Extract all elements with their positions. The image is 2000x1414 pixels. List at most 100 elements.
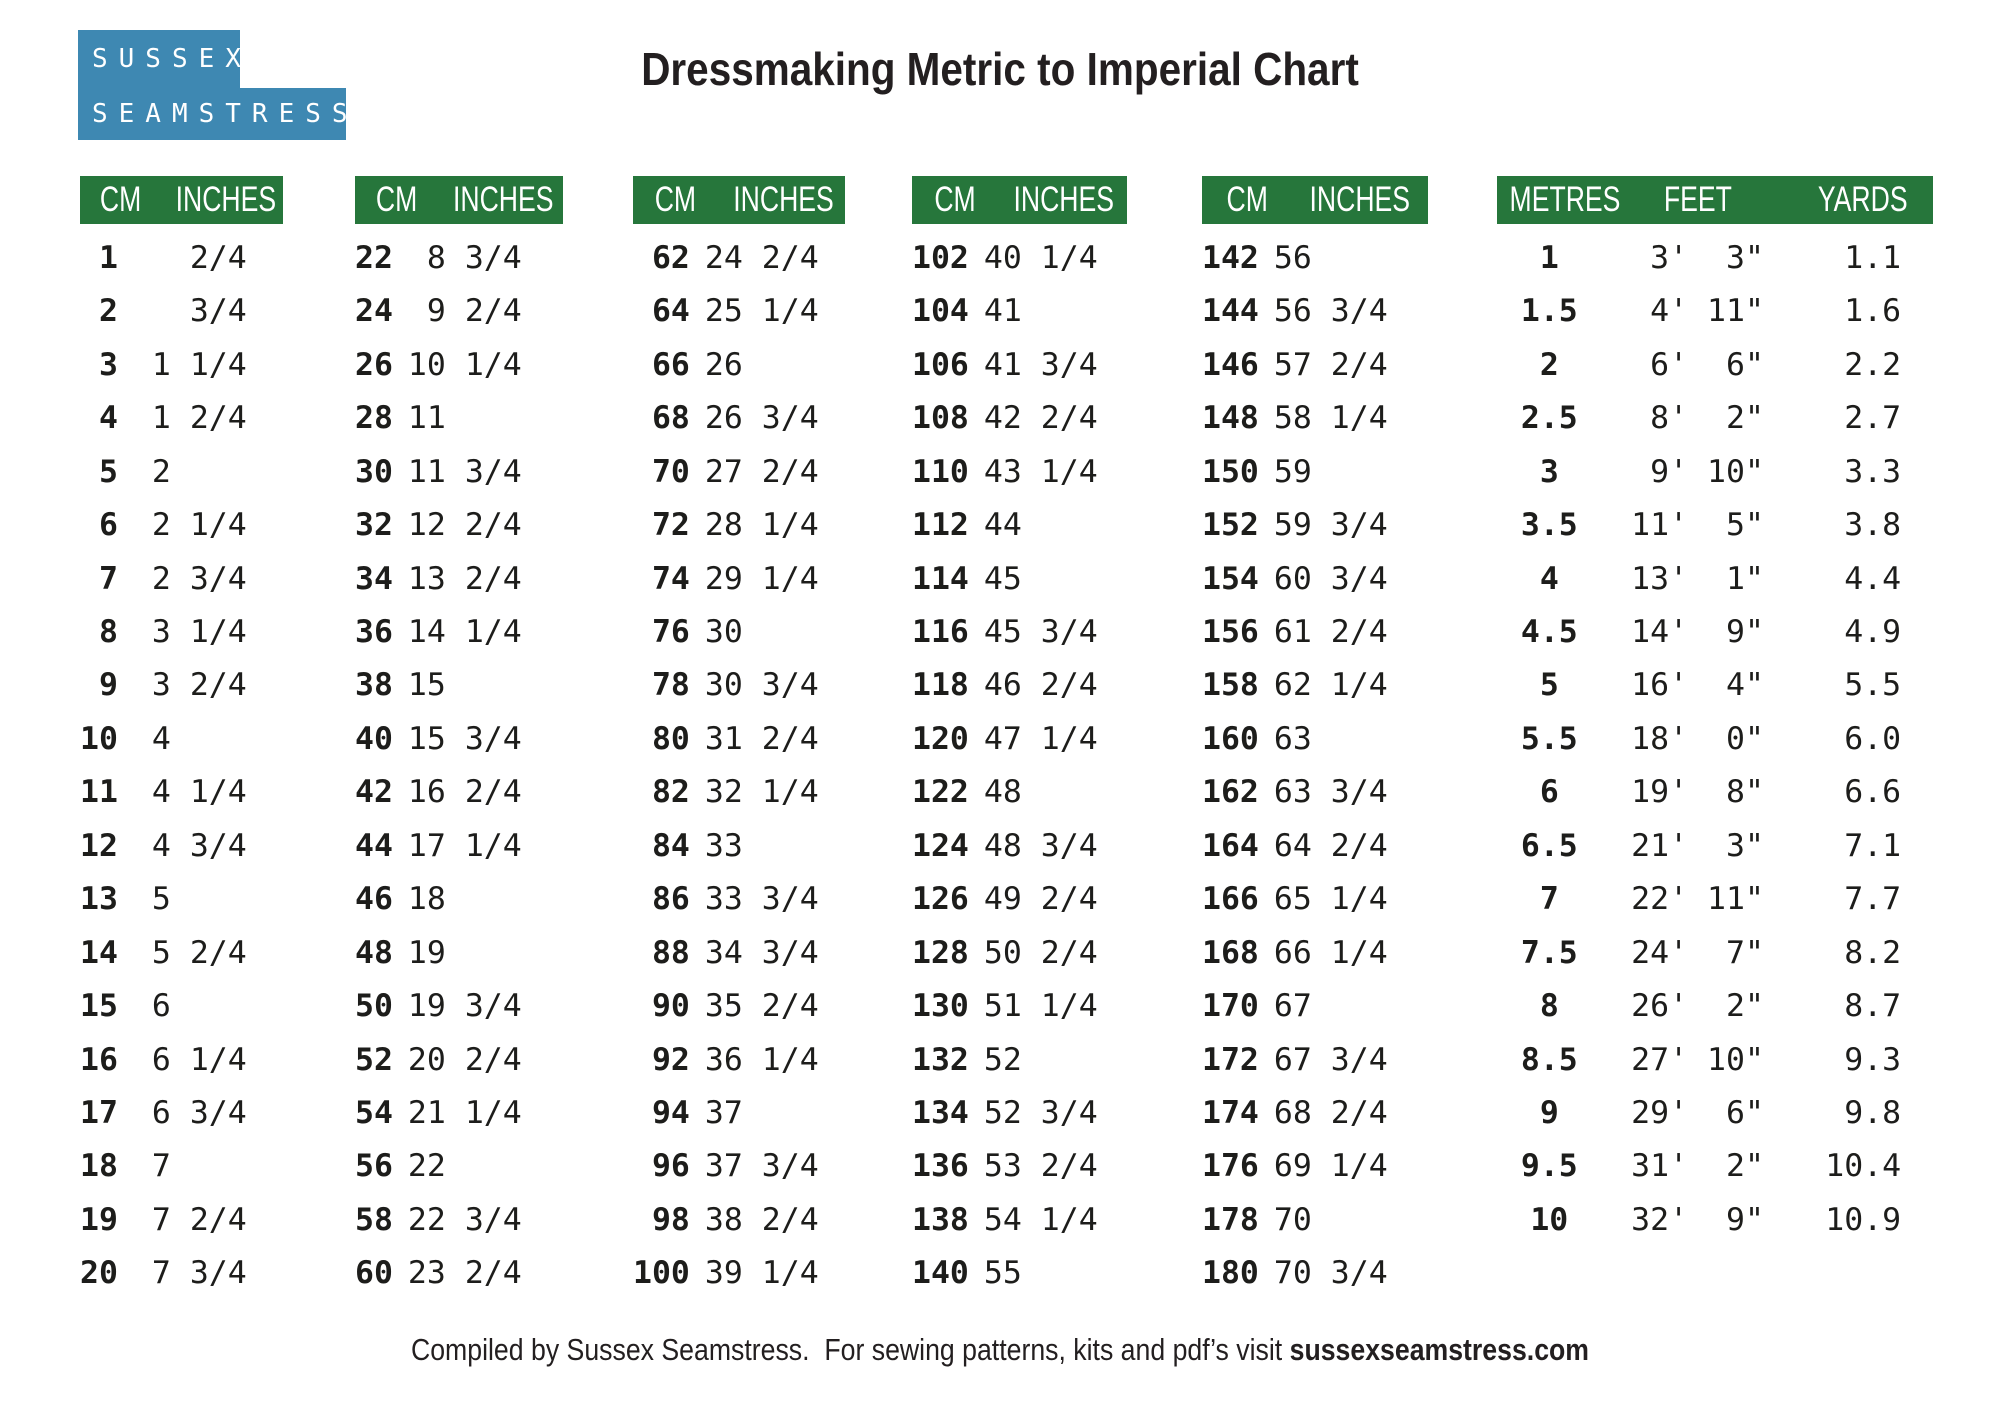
table-cell: 40: [355, 720, 393, 757]
table-cell: 70: [1273, 1201, 1312, 1238]
table-row: 12 4 3/4: [80, 820, 283, 873]
table-cell: 9: [98, 667, 118, 704]
table-row: 132 52: [912, 1034, 1127, 1087]
table-cell: 52: [983, 1041, 1022, 1078]
table-cell: 55: [983, 1255, 1022, 1292]
table-row: 156 61 2/4: [1202, 606, 1428, 659]
table-cell: 62 1/4: [1273, 667, 1388, 704]
column-header: INCHES: [1013, 180, 1114, 219]
table-row: 2 3/4: [80, 285, 283, 338]
table-row: 146 57 2/4: [1202, 339, 1428, 392]
table-cell: 68: [651, 400, 690, 437]
table-cell: 29' 6": [1631, 1094, 1764, 1131]
table-cell: 22: [407, 1148, 446, 1185]
table-cell: 110: [912, 453, 969, 490]
table-cell: 24: [355, 293, 393, 330]
table-row: 72 28 1/4: [633, 499, 845, 552]
table-cell: 70: [651, 453, 690, 490]
table-cell: 22' 11": [1631, 881, 1764, 918]
table-row: 80 31 2/4: [633, 713, 845, 766]
table-row: 110 43 1/4: [912, 446, 1127, 499]
table-row: 74 29 1/4: [633, 553, 845, 606]
table-cell: 6.5: [1520, 827, 1578, 864]
table-cell: 136: [912, 1148, 969, 1185]
table-row: 172 67 3/4: [1202, 1034, 1428, 1087]
table-row: 90 35 2/4: [633, 980, 845, 1033]
table-row: 42 16 2/4: [355, 766, 563, 819]
table-row: 10 32' 9" 10.9: [1497, 1194, 1933, 1247]
table-cell: 56: [1273, 239, 1312, 276]
table-cell: 36: [355, 614, 393, 651]
table-cell: 126: [912, 881, 969, 918]
table-row: 2 6' 6" 2.2: [1497, 339, 1933, 392]
cm-inches-table-5: CM INCHES 142 56 144 56 3/4 146 57 2/4 148 58 1/4…: [1202, 176, 1428, 1301]
table-row: 1 2/4: [80, 232, 283, 285]
table-cell: 50 2/4: [983, 934, 1098, 971]
column-header: CM: [934, 180, 976, 219]
table-cell: 150: [1202, 453, 1259, 490]
table-body: 62 24 2/4 64 25 1/4 66 26 68 26 3/4 70 27 2/4 72 28…: [633, 224, 845, 1301]
table-cell: 142: [1202, 239, 1259, 276]
table-cell: 180: [1202, 1255, 1259, 1292]
table-cell: 14 1/4: [407, 614, 522, 651]
table-cell: 60 3/4: [1273, 560, 1388, 597]
table-cell: 1: [1539, 239, 1559, 276]
table-cell: 41 3/4: [983, 346, 1098, 383]
table-row: 8 3 1/4: [80, 606, 283, 659]
table-cell: 80: [651, 720, 690, 757]
table-cell: 7: [1539, 881, 1559, 918]
column-header: CM: [1226, 180, 1268, 219]
table-row: 22 8 3/4: [355, 232, 563, 285]
table-cell: 32' 9": [1631, 1201, 1764, 1238]
table-cell: 67: [1273, 988, 1312, 1025]
table-cell: 7 2/4: [132, 1201, 247, 1238]
table-cell: 2.5: [1520, 400, 1578, 437]
table-cell: 51 1/4: [983, 988, 1098, 1025]
table-row: 6 2 1/4: [80, 499, 283, 552]
table-row: 50 19 3/4: [355, 980, 563, 1033]
table-cell: 34 3/4: [704, 934, 819, 971]
table-row: 164 64 2/4: [1202, 820, 1428, 873]
table-row: 5.5 18' 0" 6.0: [1497, 713, 1933, 766]
table-cell: 24 2/4: [704, 239, 819, 276]
table-row: 2.5 8' 2" 2.7: [1497, 392, 1933, 445]
table-cell: 86: [651, 881, 690, 918]
table-cell: 72: [651, 507, 690, 544]
table-cell: 23 2/4: [407, 1255, 522, 1292]
table-header: CM INCHES: [1202, 176, 1428, 224]
table-cell: 104: [912, 293, 969, 330]
logo-box-sussex: SUSSEX: [78, 30, 241, 88]
table-cell: 132: [912, 1041, 969, 1078]
table-cell: 14: [80, 934, 118, 971]
table-row: 5 2: [80, 446, 283, 499]
table-cell: 148: [1202, 400, 1259, 437]
cm-inches-table-2: CM INCHES 22 8 3/4 24 9 2/4 26 10 1/4 28 11 30 11…: [355, 176, 563, 1301]
table-row: 38 15: [355, 660, 563, 713]
table-cell: 38: [355, 667, 393, 704]
table-row: 13 5: [80, 873, 283, 926]
table-cell: 27' 10": [1631, 1041, 1764, 1078]
table-cell: 12 2/4: [407, 507, 522, 544]
table-row: 166 65 1/4: [1202, 873, 1428, 926]
table-cell: 28 1/4: [704, 507, 819, 544]
table-cell: 82: [651, 774, 690, 811]
cm-inches-table-3: CM INCHES 62 24 2/4 64 25 1/4 66 26 68 26 3/4 70 27…: [633, 176, 845, 1301]
table-cell: 10 1/4: [407, 346, 522, 383]
table-cell: 128: [912, 934, 969, 971]
table-cell: 100: [633, 1255, 690, 1292]
page-title: Dressmaking Metric to Imperial Chart: [641, 43, 1359, 95]
table-row: 9 29' 6" 9.8: [1497, 1087, 1933, 1140]
table-cell: 45: [983, 560, 1022, 597]
table-cell: 134: [912, 1094, 969, 1131]
table-cell: 57 2/4: [1273, 346, 1388, 383]
table-row: 7 2 3/4: [80, 553, 283, 606]
table-cell: 36 1/4: [704, 1041, 819, 1078]
table-cell: 176: [1202, 1148, 1259, 1185]
table-cell: 3.8: [1825, 507, 1902, 544]
table-cell: 9.3: [1825, 1041, 1902, 1078]
table-cell: 1: [98, 239, 118, 276]
table-row: 114 45: [912, 553, 1127, 606]
table-cell: 2.2: [1825, 346, 1902, 383]
table-row: 84 33: [633, 820, 845, 873]
table-cell: 17: [80, 1094, 118, 1131]
